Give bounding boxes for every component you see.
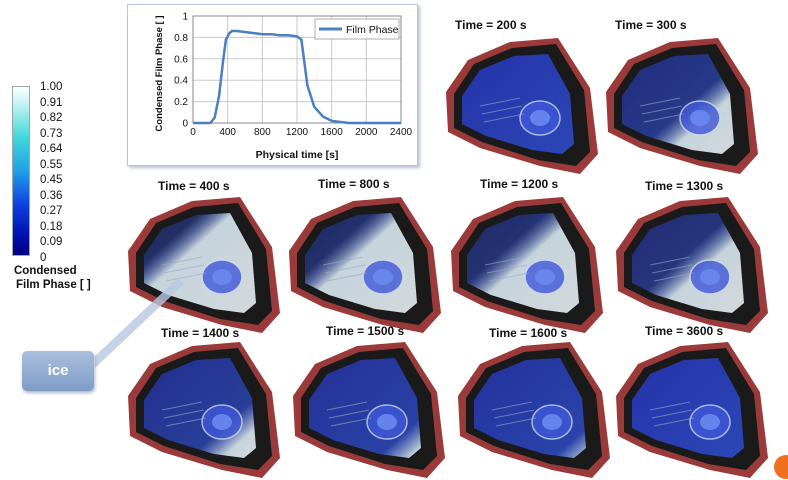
colorbar-tick-label: 1.00 — [40, 81, 63, 93]
x-tick-label: 800 — [254, 127, 271, 138]
colorbar-tick-label: 0.73 — [40, 127, 63, 140]
series-line-film-phase — [193, 29, 401, 125]
x-tick-label: 1600 — [321, 127, 344, 138]
ice-callout: ice — [22, 351, 94, 391]
colorbar-tick-label: 0.55 — [40, 158, 63, 171]
frame-time-label: Time = 800 s — [318, 177, 390, 191]
headlight-frame — [446, 38, 598, 174]
x-tick-label: 0 — [190, 127, 196, 138]
frame-time-label: Time = 1400 s — [161, 326, 240, 340]
colorbar-gradient — [12, 86, 30, 256]
y-tick-label: 0.8 — [174, 33, 188, 44]
colorbar-tick-label: 0.64 — [40, 143, 63, 156]
headlight-frame — [451, 197, 603, 333]
callout-pointer — [95, 278, 184, 368]
x-tick-label: 2400 — [390, 127, 413, 138]
headlight-frame — [616, 197, 768, 333]
x-tick-label: 400 — [219, 127, 236, 138]
colorbar-tick-label: 0.36 — [40, 189, 63, 202]
headlight-frame — [128, 342, 280, 478]
plot-area-border — [192, 15, 402, 124]
y-tick-label: 0.2 — [174, 97, 188, 108]
x-axis-label: Physical time [s] — [256, 149, 339, 161]
legend-entry: Film Phase — [346, 24, 399, 36]
x-tick-label: 1200 — [286, 127, 309, 138]
frame-time-label: Time = 1300 s — [645, 179, 724, 193]
frame-time-label: Time = 200 s — [455, 18, 527, 32]
headlight-frame — [606, 38, 758, 174]
frame-time-label: Time = 300 s — [615, 18, 687, 32]
y-axis-label: Condensed Film Phase [ ] — [154, 15, 165, 131]
colorbar-tick-label: 0.27 — [40, 205, 63, 218]
y-tick-label: 0.6 — [174, 54, 188, 65]
frame-time-label: Time = 1500 s — [326, 324, 405, 338]
headlight-frame — [293, 342, 445, 478]
y-tick-label: 0 — [182, 119, 188, 130]
colorbar-tick-label: 0.45 — [40, 174, 63, 187]
frame-time-label: Time = 1200 s — [480, 177, 559, 191]
colorbar-title-line1: Condensed — [14, 265, 77, 277]
headlight-frame — [616, 342, 768, 478]
colorbar-title-line2: Film Phase [ ] — [16, 279, 91, 291]
colorbar-tick-label: 0.82 — [40, 112, 63, 125]
headlight-frame — [289, 197, 441, 333]
y-tick-label: 1 — [182, 12, 188, 23]
y-tick-label: 0.4 — [174, 76, 188, 87]
film-phase-chart: 0 400 800 1200 1600 2000 2400 0 0.2 0.4 0.6 0.8 1 Phy… — [127, 4, 418, 166]
frame-time-label: Time = 1600 s — [489, 326, 568, 340]
frame-time-label: Time = 400 s — [158, 179, 230, 193]
corner-orange-dot — [774, 455, 788, 479]
colorbar-tick-label: 0 — [40, 252, 47, 264]
chart-svg: 0 400 800 1200 1600 2000 2400 0 0.2 0.4 0.6 0.8 1 Phy… — [154, 12, 413, 162]
colorbar-tick-label: 0.91 — [40, 96, 63, 109]
frame-time-label: Time = 3600 s — [645, 324, 724, 338]
legend-box — [314, 18, 400, 40]
colorbar-tick-label: 0.18 — [40, 220, 63, 233]
x-tick-label: 2000 — [355, 127, 378, 138]
headlight-frame — [458, 342, 610, 478]
colorbar-tick-label: 0.09 — [40, 236, 63, 249]
